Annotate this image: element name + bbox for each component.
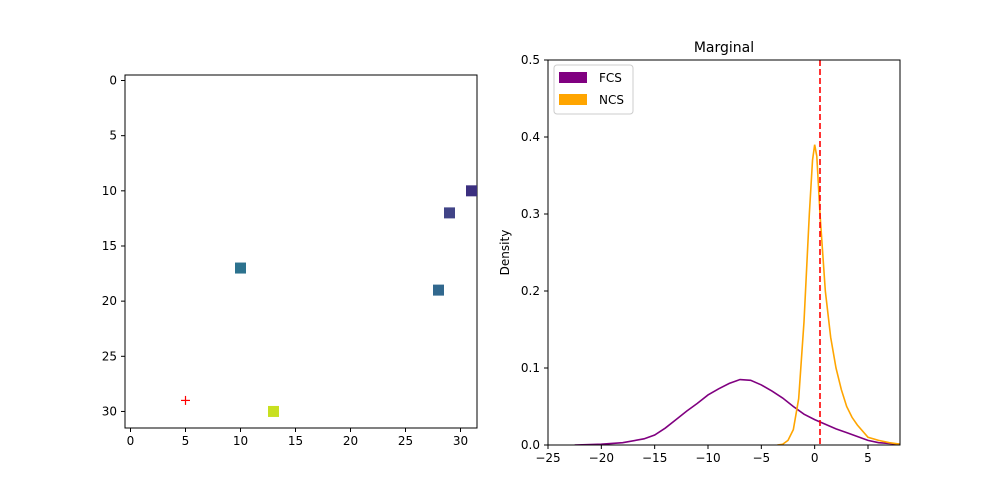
y-tick-label: 25 bbox=[102, 349, 117, 363]
square-point bbox=[235, 262, 246, 274]
square-point bbox=[268, 405, 279, 417]
x-tick-label: 30 bbox=[453, 434, 468, 448]
x-tick-label: 10 bbox=[233, 434, 248, 448]
x-tick-label: 5 bbox=[864, 451, 872, 465]
y-tick-label: 0.2 bbox=[521, 284, 540, 298]
y-tick-label: 0 bbox=[109, 74, 117, 88]
y-tick-label: 0.3 bbox=[521, 207, 540, 221]
x-tick-label: 25 bbox=[398, 434, 413, 448]
density-panel: −25 −20 −15 −10 −5 0 5 0.0 0.1 0.2 0.3 0.4 0.5 Margin… bbox=[498, 40, 901, 465]
chart-title: Marginal bbox=[694, 40, 754, 56]
y-tick-label: 0.4 bbox=[521, 130, 540, 144]
x-tick-label: 0 bbox=[811, 451, 819, 465]
y-tick-label: 20 bbox=[102, 294, 117, 308]
x-tick-label: 0 bbox=[127, 434, 135, 448]
y-tick-label: 5 bbox=[109, 129, 117, 143]
y-tick-label: 0.5 bbox=[521, 53, 540, 67]
y-tick-label: 30 bbox=[102, 404, 117, 418]
y-tick-label: 0.0 bbox=[521, 438, 540, 452]
x-tick-label: −10 bbox=[695, 451, 720, 465]
x-tick-label: −20 bbox=[589, 451, 614, 465]
scatter-panel: 0 5 10 15 20 25 30 0 5 10 15 20 25 30 bbox=[102, 74, 478, 448]
legend: FCS NCS bbox=[553, 64, 634, 115]
x-tick-label: 15 bbox=[288, 434, 303, 448]
series-line-fcs bbox=[574, 378, 900, 445]
series-line-ncs bbox=[777, 144, 900, 445]
legend-swatch-fcs bbox=[559, 72, 587, 83]
density-lines bbox=[574, 60, 900, 445]
square-point bbox=[433, 284, 444, 296]
legend-label-ncs: NCS bbox=[599, 93, 624, 107]
square-point bbox=[444, 207, 455, 219]
legend-label-fcs: FCS bbox=[599, 71, 622, 85]
y-tick-label: 0.1 bbox=[521, 361, 540, 375]
scatter-axes-frame bbox=[124, 74, 478, 429]
legend-swatch-ncs bbox=[559, 94, 587, 105]
x-tick-label: 20 bbox=[343, 434, 358, 448]
x-tick-label: −15 bbox=[642, 451, 667, 465]
density-axes-background bbox=[548, 60, 900, 445]
plus-point bbox=[181, 395, 190, 405]
y-tick-label: 15 bbox=[102, 239, 117, 253]
x-tick-label: 5 bbox=[182, 434, 190, 448]
y-tick-label: 10 bbox=[102, 184, 117, 198]
x-tick-label: −25 bbox=[535, 451, 560, 465]
density-axes-frame bbox=[547, 59, 901, 446]
y-axis-label: Density bbox=[498, 230, 512, 276]
x-tick-label: −5 bbox=[752, 451, 770, 465]
square-point bbox=[466, 185, 477, 197]
